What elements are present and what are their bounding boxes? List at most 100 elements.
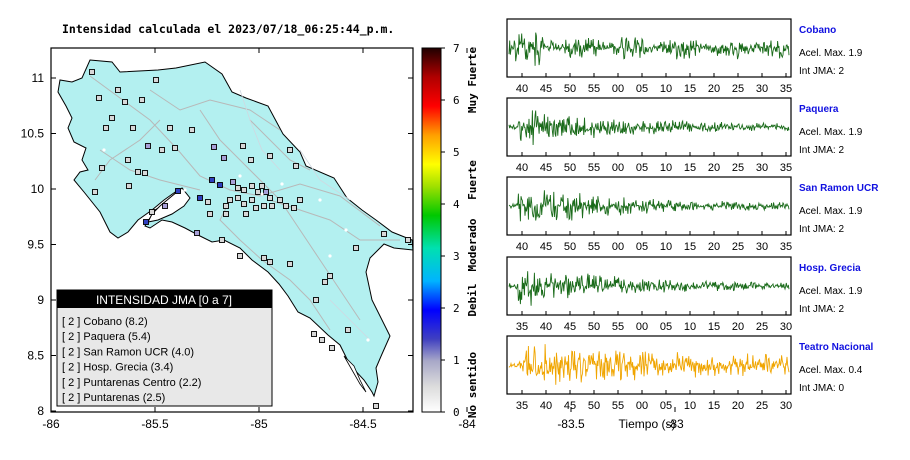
station-marker[interactable] (253, 205, 259, 211)
station-marker[interactable] (230, 179, 236, 185)
station-marker[interactable] (219, 237, 225, 243)
station-marker[interactable] (311, 331, 317, 337)
map-area[interactable]: INTENSIDAD JMA [0 a 7] [ 2 ] Cobano (8.2… (56, 59, 413, 409)
station-marker[interactable] (221, 155, 227, 161)
station-marker[interactable] (373, 403, 379, 409)
station-marker[interactable] (211, 144, 217, 150)
intensity-colorbar (421, 47, 442, 413)
station-marker[interactable] (267, 153, 273, 159)
time-tick-label: 40 (540, 321, 552, 333)
station-marker[interactable] (109, 115, 115, 121)
station-marker[interactable] (99, 165, 105, 171)
trace-panel: 35 40 45 50 55 00 05 10 15 20 25 30 Teatro Nacional A… (506, 335, 873, 412)
station-marker[interactable] (167, 125, 173, 131)
station-marker[interactable] (96, 95, 102, 101)
station-marker[interactable] (235, 195, 241, 201)
station-marker[interactable] (189, 127, 195, 133)
station-marker[interactable] (297, 197, 303, 203)
station-marker[interactable] (115, 87, 121, 93)
station-marker[interactable] (194, 230, 200, 236)
time-tick-label: 00 (612, 83, 624, 95)
station-marker[interactable] (267, 259, 273, 265)
station-marker[interactable] (267, 195, 273, 201)
station-marker[interactable] (261, 203, 267, 209)
time-tick-label: 40 (540, 400, 552, 412)
station-marker[interactable] (277, 197, 283, 203)
time-tick-label: 20 (732, 321, 744, 333)
jma-intensity: Int JMA: 2 (799, 145, 844, 156)
city-dot (260, 192, 264, 196)
station-marker[interactable] (122, 99, 128, 105)
station-marker[interactable] (249, 197, 255, 203)
time-tick-label: 25 (756, 321, 768, 333)
map-x-tick-label: -83.5 (557, 417, 585, 431)
station-marker[interactable] (259, 183, 265, 189)
station-marker[interactable] (241, 201, 247, 207)
station-marker[interactable] (287, 147, 293, 153)
station-marker[interactable] (283, 203, 289, 209)
station-marker[interactable] (103, 125, 109, 131)
station-marker[interactable] (255, 189, 261, 195)
station-marker[interactable] (293, 163, 299, 169)
station-marker[interactable] (207, 211, 213, 217)
station-marker[interactable] (149, 209, 155, 215)
station-marker[interactable] (261, 255, 267, 261)
station-marker[interactable] (287, 261, 293, 267)
station-marker[interactable] (263, 189, 269, 195)
station-marker[interactable] (249, 183, 255, 189)
time-tick-label: 30 (756, 162, 768, 174)
station-marker[interactable] (175, 188, 181, 194)
station-marker[interactable] (327, 273, 333, 279)
station-marker[interactable] (139, 97, 145, 103)
station-marker[interactable] (217, 182, 223, 188)
station-marker[interactable] (269, 203, 275, 209)
station-marker[interactable] (313, 297, 319, 303)
time-tick-label: 50 (564, 241, 576, 253)
station-marker[interactable] (291, 205, 297, 211)
station-name: Teatro Nacional (799, 342, 873, 353)
station-marker[interactable] (405, 237, 411, 243)
station-marker[interactable] (135, 169, 141, 175)
time-tick-label: 05 (636, 83, 648, 95)
waveform (508, 344, 790, 385)
station-marker[interactable] (243, 211, 249, 217)
station-marker[interactable] (322, 279, 328, 285)
time-tick-label: 00 (612, 162, 624, 174)
station-marker[interactable] (172, 145, 178, 151)
station-marker[interactable] (345, 327, 351, 333)
station-marker[interactable] (353, 245, 359, 251)
trace-panel: 40 45 50 55 00 05 10 15 20 25 30 35 Paquera Acel. Max… (506, 97, 863, 174)
station-marker[interactable] (89, 69, 95, 75)
station-marker[interactable] (205, 199, 211, 205)
station-marker[interactable] (329, 345, 335, 351)
station-marker[interactable] (319, 337, 325, 343)
station-marker[interactable] (153, 77, 159, 83)
station-marker[interactable] (235, 185, 241, 191)
station-markers[interactable] (89, 69, 411, 409)
station-marker[interactable] (227, 197, 233, 203)
station-marker[interactable] (248, 157, 254, 163)
station-marker[interactable] (197, 195, 203, 201)
station-marker[interactable] (240, 143, 246, 149)
station-marker[interactable] (126, 183, 132, 189)
station-marker[interactable] (162, 203, 168, 209)
station-marker[interactable] (145, 143, 151, 149)
time-tick-label: 50 (564, 162, 576, 174)
station-marker[interactable] (241, 187, 247, 193)
station-marker[interactable] (143, 219, 149, 225)
map-y-tick-label: 10 (31, 182, 45, 196)
station-marker[interactable] (223, 203, 229, 209)
time-tick-label: 45 (540, 83, 552, 95)
station-marker[interactable] (381, 231, 387, 237)
station-marker[interactable] (223, 211, 229, 217)
map-y-tick-label: 9.5 (27, 238, 44, 252)
station-marker[interactable] (142, 170, 148, 176)
station-marker[interactable] (125, 157, 131, 163)
gulf-of-nicoya (147, 187, 191, 223)
station-marker[interactable] (92, 189, 98, 195)
station-marker[interactable] (209, 177, 215, 183)
legend-item: [ 2 ] Cobano (8.2) (62, 316, 148, 328)
station-marker[interactable] (159, 147, 165, 153)
station-marker[interactable] (237, 253, 243, 259)
station-marker[interactable] (130, 125, 136, 131)
